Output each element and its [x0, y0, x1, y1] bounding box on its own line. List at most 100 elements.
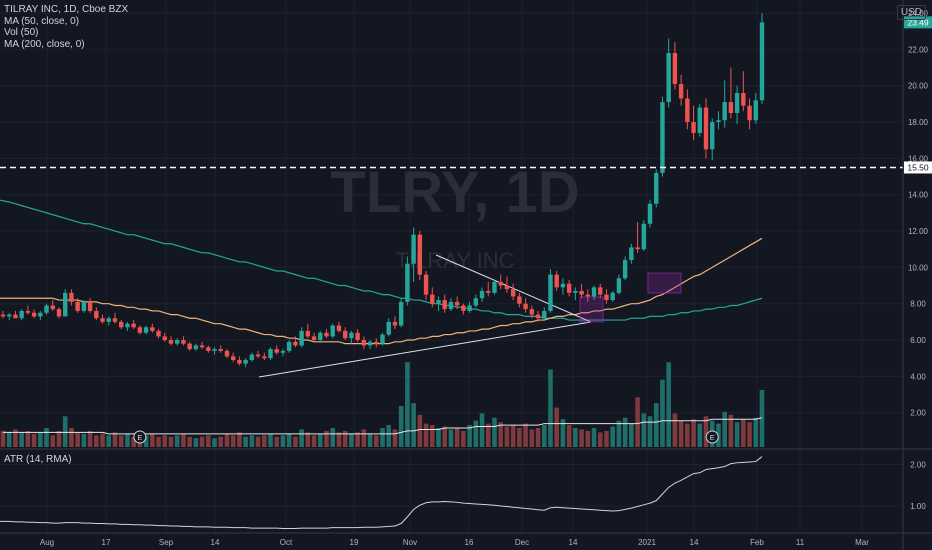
volume-bar	[398, 406, 404, 447]
atr-axis: 2.00 1.00	[910, 460, 926, 511]
candle	[405, 256, 410, 306]
volume-bar	[199, 436, 205, 447]
volume-bar	[666, 362, 671, 447]
candle	[616, 274, 622, 295]
currency-label[interactable]: USD	[896, 5, 926, 20]
candle	[274, 345, 279, 355]
volume-bar	[629, 423, 634, 447]
candle	[467, 301, 472, 313]
volume-bar	[691, 419, 696, 447]
candle	[63, 289, 68, 317]
box-zone-1[interactable]	[579, 296, 604, 323]
time-tick-label: Aug	[40, 538, 54, 547]
volume-bar	[523, 423, 528, 447]
volume-bar	[13, 429, 18, 447]
chart-legend: TILRAY INC, 1D, Cboe BZX MA (50, close, …	[4, 4, 128, 50]
price-tick-label: 12.00	[908, 227, 929, 236]
candle	[548, 269, 553, 313]
atr-indicator-label[interactable]: ATR (14, RMA)	[4, 454, 72, 465]
symbol-title[interactable]: TILRAY INC, 1D, Cboe BZX	[4, 4, 129, 15]
trendline-lower[interactable]	[258, 321, 592, 378]
volume-bar	[38, 432, 43, 447]
indicator-ma50-label[interactable]: MA (50, close, 0)	[4, 15, 80, 27]
volume-bar	[747, 422, 752, 447]
candle	[685, 89, 690, 130]
candle	[318, 330, 323, 342]
candle	[187, 341, 192, 351]
volume-bar	[324, 430, 329, 447]
candle	[100, 314, 105, 324]
candle	[411, 227, 416, 282]
volume-bar	[181, 433, 186, 447]
volume-bar	[224, 433, 230, 447]
candle	[510, 283, 516, 301]
volume-bar	[405, 362, 410, 447]
candle	[230, 352, 236, 362]
level-tag: 15.50	[904, 161, 932, 174]
volume-bar	[31, 433, 37, 447]
candle	[573, 287, 578, 301]
volume-bar	[504, 426, 510, 447]
candle	[324, 329, 329, 339]
volume-bar	[622, 417, 628, 447]
volume-bar	[647, 416, 653, 447]
volume-bar	[94, 435, 99, 447]
time-tick-label: Mar	[855, 538, 869, 547]
earnings-marker[interactable]: E	[705, 430, 719, 444]
price-tick-label: 16.00	[908, 154, 929, 163]
volume-bar	[81, 433, 87, 447]
time-tick-label: 17	[102, 538, 111, 547]
volume-bar	[143, 435, 149, 447]
volume-bar	[349, 433, 354, 447]
candle	[585, 289, 591, 302]
volume-bar	[685, 423, 690, 447]
volume-bar	[722, 411, 727, 447]
candle	[734, 85, 740, 124]
indicator-volume-label[interactable]: Vol (50)	[4, 27, 39, 38]
volume-bar	[305, 432, 311, 447]
candle	[125, 321, 130, 331]
candle	[710, 118, 715, 161]
volume-bar	[168, 436, 174, 447]
candle	[442, 294, 447, 313]
candle	[697, 103, 702, 137]
last-price-value: 23.49	[907, 17, 929, 27]
volume-bar	[517, 428, 522, 447]
candle	[386, 318, 391, 337]
drawings[interactable]	[258, 254, 682, 378]
candle	[262, 352, 267, 360]
volume-bar	[597, 432, 603, 447]
candle	[355, 329, 360, 342]
volume-bar	[355, 432, 360, 447]
volume-bar	[268, 433, 273, 447]
box-zone-2[interactable]	[647, 272, 682, 294]
candle	[87, 298, 93, 313]
volume-bar	[112, 432, 118, 447]
candle	[398, 298, 404, 328]
price-axis[interactable]: 24.00 22.00 20.00 18.00 16.00 14.00 12.00 10.00…	[908, 9, 929, 418]
candle	[660, 96, 665, 177]
candle	[218, 345, 223, 353]
volume-bar	[361, 429, 367, 447]
volume-bar	[274, 436, 280, 447]
volume-bar	[510, 425, 516, 447]
time-tick-label: 16	[465, 538, 474, 547]
candle	[504, 276, 510, 293]
time-axis[interactable]: Aug 17 Sep 14 Oct 19 Nov 16 Dec 14 2021 14 Feb 11 Mar	[40, 538, 869, 547]
time-tick-label: 2021	[638, 538, 656, 547]
atr-line	[0, 456, 763, 530]
candle	[7, 312, 12, 321]
volume-bar	[548, 369, 553, 447]
earnings-marker[interactable]: E	[133, 430, 147, 444]
volume-bar	[243, 436, 248, 447]
candle	[647, 200, 653, 228]
svg-text:E: E	[137, 433, 142, 442]
indicator-ma200-label[interactable]: MA (200, close, 0)	[4, 38, 85, 50]
candle	[542, 307, 547, 321]
volume-bar	[293, 436, 298, 447]
volume-bar	[261, 435, 267, 447]
candle	[305, 323, 311, 339]
candle	[143, 325, 149, 335]
